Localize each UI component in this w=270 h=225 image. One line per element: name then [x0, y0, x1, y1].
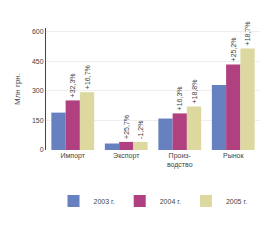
svg-text:Произ-водство: Произ-водство [167, 152, 193, 169]
svg-text:600: 600 [32, 28, 44, 35]
svg-text:+25,7%: +25,7% [123, 115, 130, 139]
svg-text:450: 450 [32, 58, 44, 65]
svg-text:2005 г.: 2005 г. [226, 198, 247, 205]
svg-text:Экспорт: Экспорт [113, 152, 140, 160]
svg-text:2003 г.: 2003 г. [94, 198, 115, 205]
svg-text:+18,7%: +18,7% [244, 22, 251, 46]
svg-text:Рынок: Рынок [223, 152, 244, 159]
svg-text:-1,2%: -1,2% [137, 121, 144, 139]
svg-text:300: 300 [32, 87, 44, 94]
svg-text:+32,3%: +32,3% [69, 73, 76, 97]
svg-text:+16,7%: +16,7% [84, 65, 91, 89]
svg-text:0: 0 [40, 146, 44, 153]
svg-text:+18,8%: +18,8% [191, 80, 198, 104]
svg-text:+16,3%: +16,3% [176, 86, 183, 110]
svg-text:Млн грн.: Млн грн. [13, 73, 22, 105]
svg-text:Импорт: Импорт [61, 152, 86, 160]
svg-text:150: 150 [32, 117, 44, 124]
svg-text:+25,2%: +25,2% [230, 37, 237, 61]
svg-text:2004 г.: 2004 г. [160, 198, 181, 205]
